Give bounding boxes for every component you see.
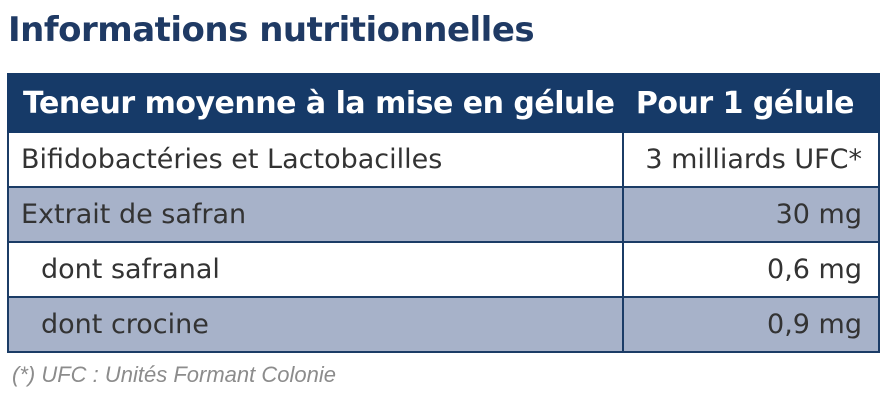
table-row: Bifidobactéries et Lactobacilles 3 milli… bbox=[7, 131, 880, 188]
row-value-cell: 0,9 mg bbox=[622, 296, 880, 353]
table-row: Extrait de safran 30 mg bbox=[7, 186, 880, 243]
row-value: 3 milliards UFC* bbox=[645, 144, 862, 175]
page-title: Informations nutritionnelles bbox=[8, 10, 535, 50]
row-value-cell: 30 mg bbox=[622, 186, 880, 243]
row-value: 30 mg bbox=[775, 199, 862, 230]
column-header-label: Pour 1 gélule bbox=[635, 85, 855, 121]
nutrition-table: Teneur moyenne à la mise en gélule Pour … bbox=[7, 73, 880, 353]
row-label: dont safranal bbox=[41, 254, 220, 285]
table-row: dont crocine 0,9 mg bbox=[7, 296, 880, 353]
row-value: 0,6 mg bbox=[767, 254, 862, 285]
table-row: dont safranal 0,6 mg bbox=[7, 241, 880, 298]
column-header-composition: Teneur moyenne à la mise en gélule bbox=[7, 73, 624, 133]
row-label-cell: Extrait de safran bbox=[7, 186, 624, 243]
row-label-cell: Bifidobactéries et Lactobacilles bbox=[7, 131, 624, 188]
row-value-cell: 0,6 mg bbox=[622, 241, 880, 298]
row-label-cell: dont crocine bbox=[7, 296, 624, 353]
footnote: (*) UFC : Unités Formant Colonie bbox=[12, 362, 336, 387]
column-header-label: Teneur moyenne à la mise en gélule bbox=[23, 85, 615, 121]
row-label: Extrait de safran bbox=[21, 199, 247, 230]
table-header-row: Teneur moyenne à la mise en gélule Pour … bbox=[7, 73, 880, 133]
row-label: Bifidobactéries et Lactobacilles bbox=[21, 144, 443, 175]
row-value: 0,9 mg bbox=[767, 309, 862, 340]
row-label: dont crocine bbox=[41, 309, 209, 340]
row-value-cell: 3 milliards UFC* bbox=[622, 131, 880, 188]
row-label-cell: dont safranal bbox=[7, 241, 624, 298]
column-header-per-capsule: Pour 1 gélule bbox=[622, 73, 880, 133]
